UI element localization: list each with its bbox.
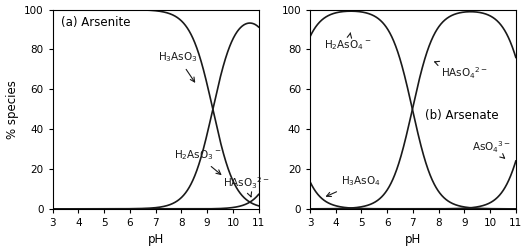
Text: H$_3$AsO$_3$: H$_3$AsO$_3$ [158, 50, 198, 82]
Text: H$_2$AsO$_3$$^-$: H$_2$AsO$_3$$^-$ [174, 148, 221, 174]
Text: HAsO$_4$$^{2-}$: HAsO$_4$$^{2-}$ [435, 61, 488, 81]
Text: (a) Arsenite: (a) Arsenite [61, 16, 130, 28]
Text: (b) Arsenate: (b) Arsenate [425, 109, 499, 122]
X-axis label: pH: pH [405, 233, 421, 246]
Text: HAsO$_3$$^{2-}$: HAsO$_3$$^{2-}$ [223, 175, 269, 197]
Y-axis label: % species: % species [6, 80, 18, 139]
X-axis label: pH: pH [147, 233, 164, 246]
Text: H$_2$AsO$_4$$^-$: H$_2$AsO$_4$$^-$ [324, 33, 372, 52]
Text: AsO$_4$$^{3-}$: AsO$_4$$^{3-}$ [472, 139, 511, 158]
Text: H$_3$AsO$_4$: H$_3$AsO$_4$ [326, 174, 381, 197]
